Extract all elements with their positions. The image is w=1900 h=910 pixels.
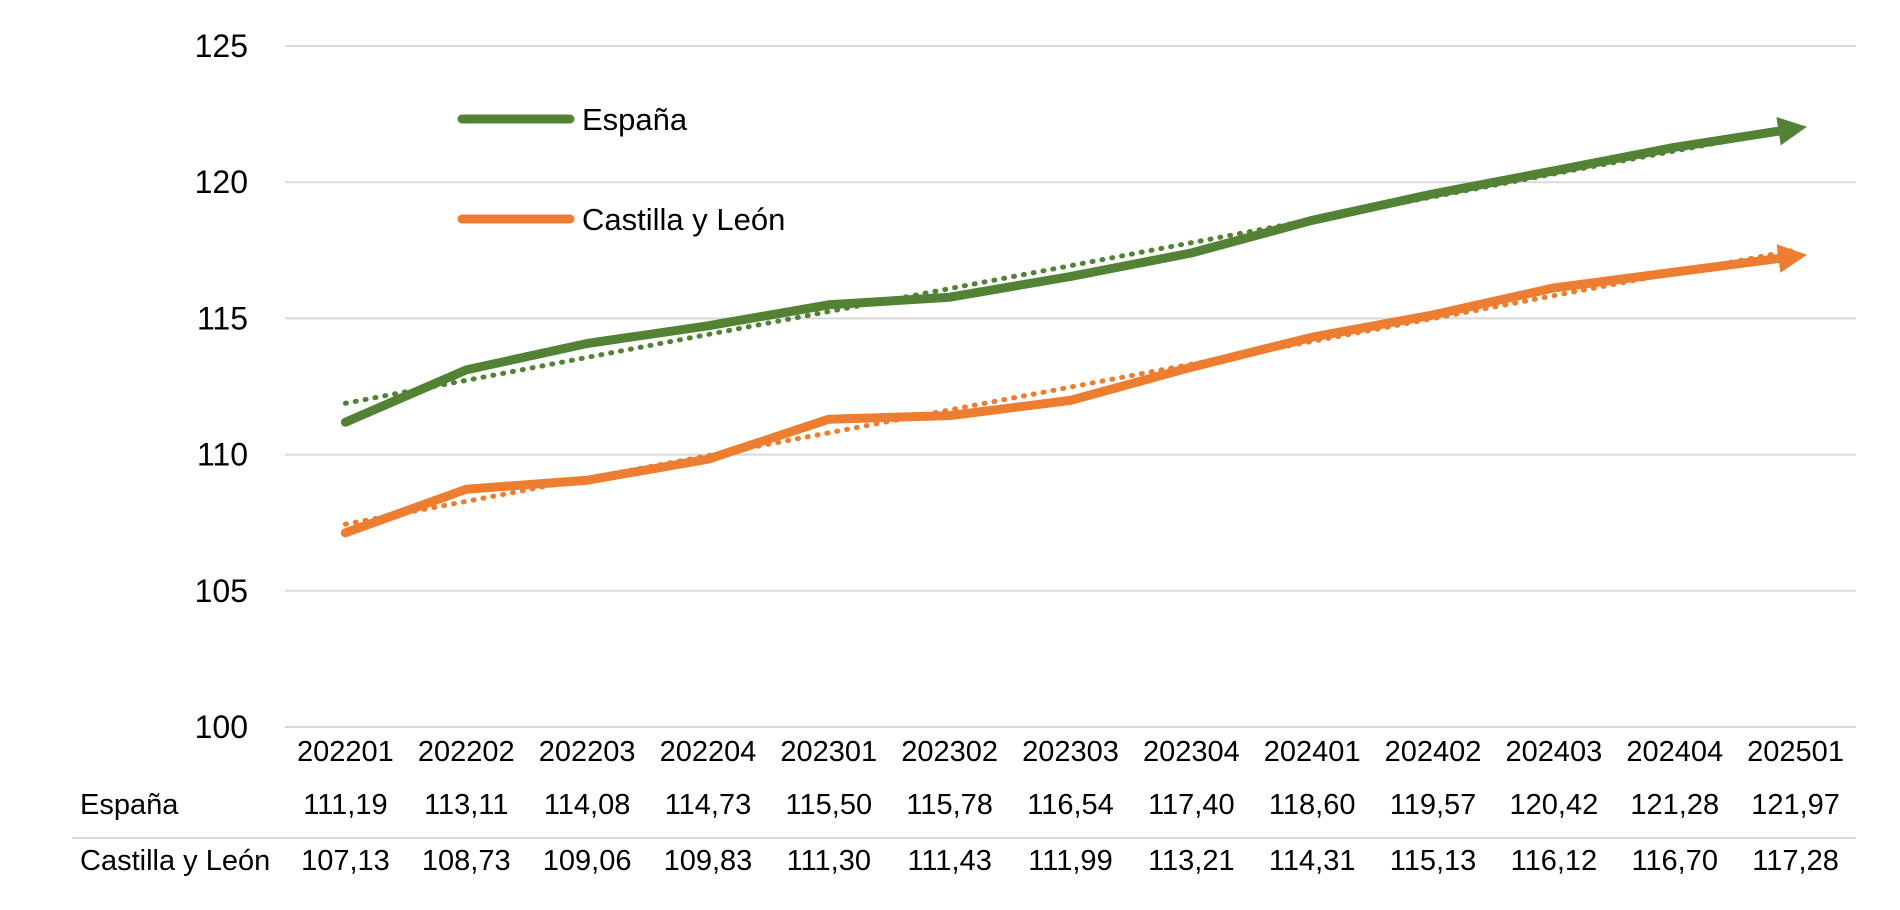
x-tick-label: 202202 xyxy=(418,736,515,768)
x-tick-label: 202304 xyxy=(1143,736,1240,768)
table-cell-castilla-y-leon: 111,43 xyxy=(907,845,991,877)
x-tick-label: 202402 xyxy=(1385,736,1482,768)
table-cell-castilla-y-leon: 116,70 xyxy=(1631,845,1718,877)
x-tick-label: 202203 xyxy=(539,736,636,768)
series-line-castilla-y-leon xyxy=(340,244,1808,538)
table-cell-espana: 119,57 xyxy=(1390,789,1477,821)
y-tick-label: 105 xyxy=(195,573,248,609)
table-cell-espana: 114,08 xyxy=(544,789,631,821)
x-tick-label: 202401 xyxy=(1264,736,1361,768)
y-tick-label: 120 xyxy=(195,164,248,200)
table-cell-castilla-y-leon: 111,99 xyxy=(1028,845,1112,877)
y-tick-label: 125 xyxy=(195,28,248,64)
table-cell-castilla-y-leon: 115,13 xyxy=(1390,845,1477,877)
table-cell-espana: 116,54 xyxy=(1027,789,1114,821)
table-cell-castilla-y-leon: 109,83 xyxy=(664,845,753,877)
x-tick-label: 202301 xyxy=(780,736,877,768)
x-tick-label: 202403 xyxy=(1505,736,1602,768)
table-cell-espana: 118,60 xyxy=(1269,789,1356,821)
row-label-espana: España xyxy=(80,789,179,821)
series-line-espana xyxy=(340,116,1807,427)
table-cell-castilla-y-leon: 116,12 xyxy=(1511,845,1598,877)
table-cell-espana: 113,11 xyxy=(424,789,508,821)
table-cell-espana: 114,73 xyxy=(665,789,752,821)
series-lines xyxy=(340,116,1808,538)
data-table: España Castilla y León 111,19 113,11 114,0… xyxy=(72,789,1856,877)
table-cell-espana: 121,28 xyxy=(1630,789,1719,821)
table-cell-espana: 115,50 xyxy=(786,789,873,821)
row-label-castilla-y-leon: Castilla y León xyxy=(80,845,270,877)
legend-label-espana: España xyxy=(582,102,688,137)
table-cell-espana: 121,97 xyxy=(1751,789,1840,821)
table-cells: 111,19 113,11 114,08 114,73 115,50 115,78 116,… xyxy=(301,789,1840,877)
x-tick-label: 202201 xyxy=(297,736,394,768)
x-axis: 202201 202202 202203 202204 202301 202302 2023… xyxy=(297,736,1844,768)
y-tick-label: 110 xyxy=(197,437,248,473)
x-tick-label: 202204 xyxy=(660,736,757,768)
table-cell-castilla-y-leon: 114,31 xyxy=(1269,845,1356,877)
table-cell-castilla-y-leon: 109,06 xyxy=(543,845,632,877)
table-cell-espana: 115,78 xyxy=(906,789,993,821)
x-tick-label: 202404 xyxy=(1626,736,1723,768)
x-tick-label: 202302 xyxy=(901,736,998,768)
x-tick-label: 202501 xyxy=(1747,736,1844,768)
y-axis: 100 105 110 115 120 125 xyxy=(195,28,248,745)
legend: España Castilla y León xyxy=(457,102,785,237)
table-cell-castilla-y-leon: 108,73 xyxy=(422,845,511,877)
table-cell-espana: 111,19 xyxy=(303,789,387,821)
x-tick-label: 202303 xyxy=(1022,736,1119,768)
table-cell-castilla-y-leon: 113,21 xyxy=(1148,845,1235,877)
trendline-castilla-y-leon xyxy=(342,247,1799,527)
table-cell-espana: 120,42 xyxy=(1510,789,1599,821)
legend-label-castilla-y-leon: Castilla y León xyxy=(582,202,785,237)
grid-lines xyxy=(285,45,1856,728)
table-cell-castilla-y-leon: 111,30 xyxy=(787,845,871,877)
table-cell-castilla-y-leon: 107,13 xyxy=(301,845,390,877)
y-tick-label: 100 xyxy=(195,709,248,745)
y-tick-label: 115 xyxy=(197,300,248,336)
table-cell-castilla-y-leon: 117,28 xyxy=(1752,845,1839,877)
trendlines xyxy=(342,125,1799,527)
table-cell-espana: 117,40 xyxy=(1148,789,1235,821)
